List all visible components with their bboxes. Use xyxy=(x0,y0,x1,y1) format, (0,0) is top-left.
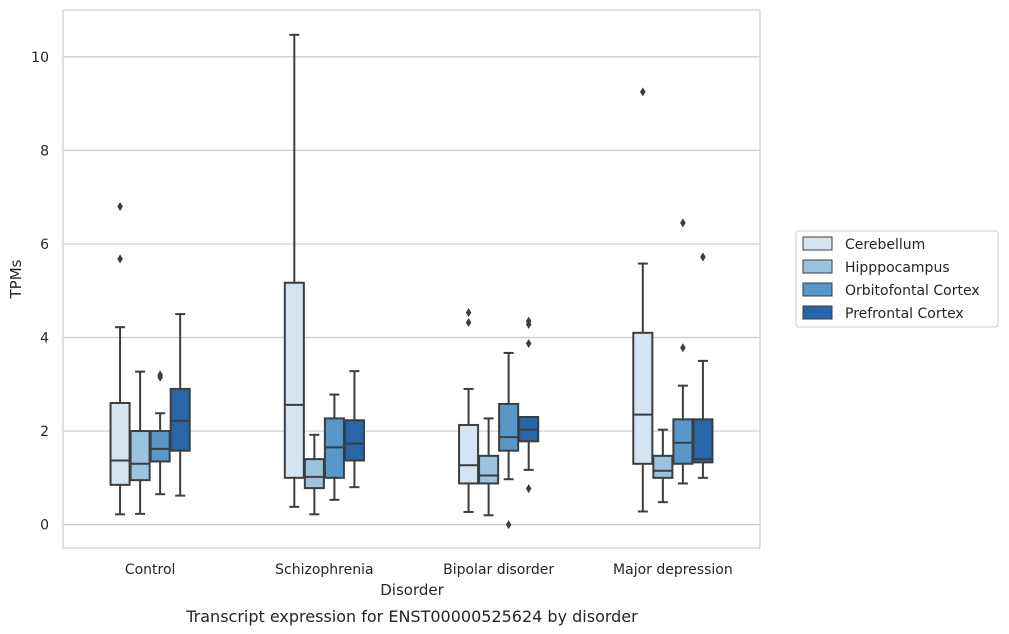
outlier-point xyxy=(465,308,472,318)
outlier-point xyxy=(525,484,532,494)
legend: Cerebellum Hipppocampus Orbitofontal Corte… xyxy=(795,230,999,328)
y-tick-label: 10 xyxy=(31,50,49,66)
box-orbitofontal-cortex xyxy=(149,370,171,496)
outlier-point xyxy=(680,218,686,228)
y-tick-label: 8 xyxy=(40,143,49,159)
box-orbitofontal-cortex xyxy=(498,351,520,530)
box-iqr xyxy=(478,454,500,485)
y-tick-label: 2 xyxy=(40,424,49,440)
y-axis-ticks: 0 2 4 6 8 10 xyxy=(31,50,49,534)
outlier-point xyxy=(465,318,472,328)
box-hipppocampus xyxy=(478,417,500,517)
x-axis-ticks: Control Schizophrenia Bipolar disorder Majo… xyxy=(125,562,733,578)
box-prefrontal-cortex xyxy=(518,316,540,494)
box-cerebellum xyxy=(458,308,480,513)
x-tick-label: Control xyxy=(125,562,176,578)
box-cerebellum xyxy=(109,201,131,516)
legend-entry: Prefrontal Cortex xyxy=(845,306,964,322)
y-tick-label: 6 xyxy=(40,237,49,253)
box-orbitofontal-cortex xyxy=(323,393,345,501)
outlier-point xyxy=(117,201,123,211)
box-iqr xyxy=(343,419,365,462)
box-iqr xyxy=(303,458,325,490)
box-cerebellum xyxy=(283,33,305,508)
x-tick-label: Bipolar disorder xyxy=(443,562,554,578)
outlier-point xyxy=(117,254,123,264)
legend-swatch xyxy=(802,305,833,320)
outlier-point xyxy=(525,316,532,326)
x-tick-label: Major depression xyxy=(613,562,733,578)
y-tick-label: 0 xyxy=(40,518,49,534)
box-orbitofontal-cortex xyxy=(672,218,694,485)
chart-caption: Transcript expression for ENST0000052562… xyxy=(185,607,638,626)
box-prefrontal-cortex xyxy=(692,252,714,479)
outlier-point xyxy=(640,87,646,97)
outlier-point xyxy=(680,343,686,353)
box-iqr xyxy=(458,423,480,485)
plot-frame xyxy=(62,9,761,549)
legend-swatch xyxy=(802,259,833,274)
box-hipppocampus xyxy=(129,370,151,515)
box-iqr xyxy=(129,430,151,482)
box-plot-area xyxy=(109,33,714,530)
box-hipppocampus xyxy=(303,433,325,516)
outlier-point xyxy=(700,252,706,262)
outlier-point xyxy=(525,339,532,349)
box-iqr xyxy=(498,402,520,452)
legend-entry: Hipppocampus xyxy=(845,260,950,276)
box-iqr xyxy=(692,418,714,464)
y-axis-label: TPMs xyxy=(7,259,25,299)
outlier-point xyxy=(505,520,512,530)
box-iqr xyxy=(149,430,171,463)
x-tick-label: Schizophrenia xyxy=(275,562,373,578)
box-prefrontal-cortex xyxy=(343,370,365,489)
box-iqr xyxy=(283,281,305,479)
box-hipppocampus xyxy=(652,428,674,504)
outlier-point xyxy=(157,370,163,380)
legend-swatch xyxy=(802,236,833,251)
legend-entry: Orbitofontal Cortex xyxy=(845,283,980,299)
legend-swatch xyxy=(802,282,833,297)
box-cerebellum xyxy=(632,87,654,513)
box-prefrontal-cortex xyxy=(169,313,191,497)
y-tick-label: 4 xyxy=(40,330,49,346)
box-iqr xyxy=(632,331,654,465)
box-iqr xyxy=(672,418,694,465)
legend-frame xyxy=(795,230,999,328)
box-iqr xyxy=(652,454,674,479)
legend-entry: Cerebellum xyxy=(845,237,925,253)
x-axis-label: Disorder xyxy=(380,581,444,599)
box-iqr xyxy=(109,401,131,486)
